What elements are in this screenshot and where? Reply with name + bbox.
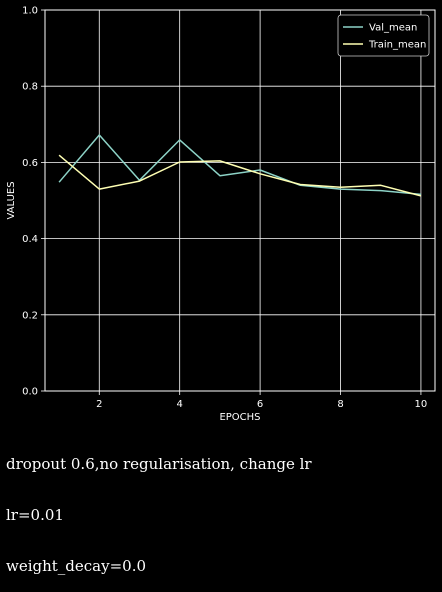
y-tick-label: 0.2 (22, 310, 38, 321)
series-line (58, 134, 421, 196)
caption-line: dropout 0.6,no regularisation, change lr (6, 455, 312, 473)
x-tick-label: 6 (257, 399, 263, 410)
caption-line: lr=0.01 (6, 506, 64, 524)
x-tick-label: 2 (96, 399, 102, 410)
figure-caption: dropout 0.6,no regularisation, change lr… (6, 422, 312, 592)
line-chart: 2 4 6 8 10 0.0 0.2 0.4 0.6 0.8 1.0 EPOCHS VALUES V… (6, 6, 436, 420)
y-tick-label: 0.6 (22, 158, 38, 169)
legend-label: Train_mean (368, 40, 426, 51)
y-tick-label: 0.0 (22, 387, 38, 398)
series-lines (58, 134, 422, 197)
legend: Val_mean Train_mean (337, 14, 430, 57)
x-tick-label: 10 (415, 399, 428, 410)
tick-labels: 2 4 6 8 10 0.0 0.2 0.4 0.6 0.8 1.0 (22, 6, 427, 411)
y-tick-label: 0.8 (22, 82, 38, 93)
caption-line: weight_decay=0.0 (6, 557, 147, 575)
x-axis-label: EPOCHS (219, 412, 260, 420)
legend-box (337, 14, 430, 57)
x-tick-label: 8 (337, 399, 343, 410)
y-axis-label: VALUES (6, 181, 17, 219)
y-tick-label: 1.0 (22, 6, 38, 17)
series-line (58, 154, 422, 197)
legend-label: Val_mean (369, 23, 417, 34)
x-tick-label: 4 (177, 399, 183, 410)
plot-frame (44, 9, 436, 392)
grid-lines (45, 9, 435, 392)
y-tick-label: 0.4 (22, 234, 38, 245)
